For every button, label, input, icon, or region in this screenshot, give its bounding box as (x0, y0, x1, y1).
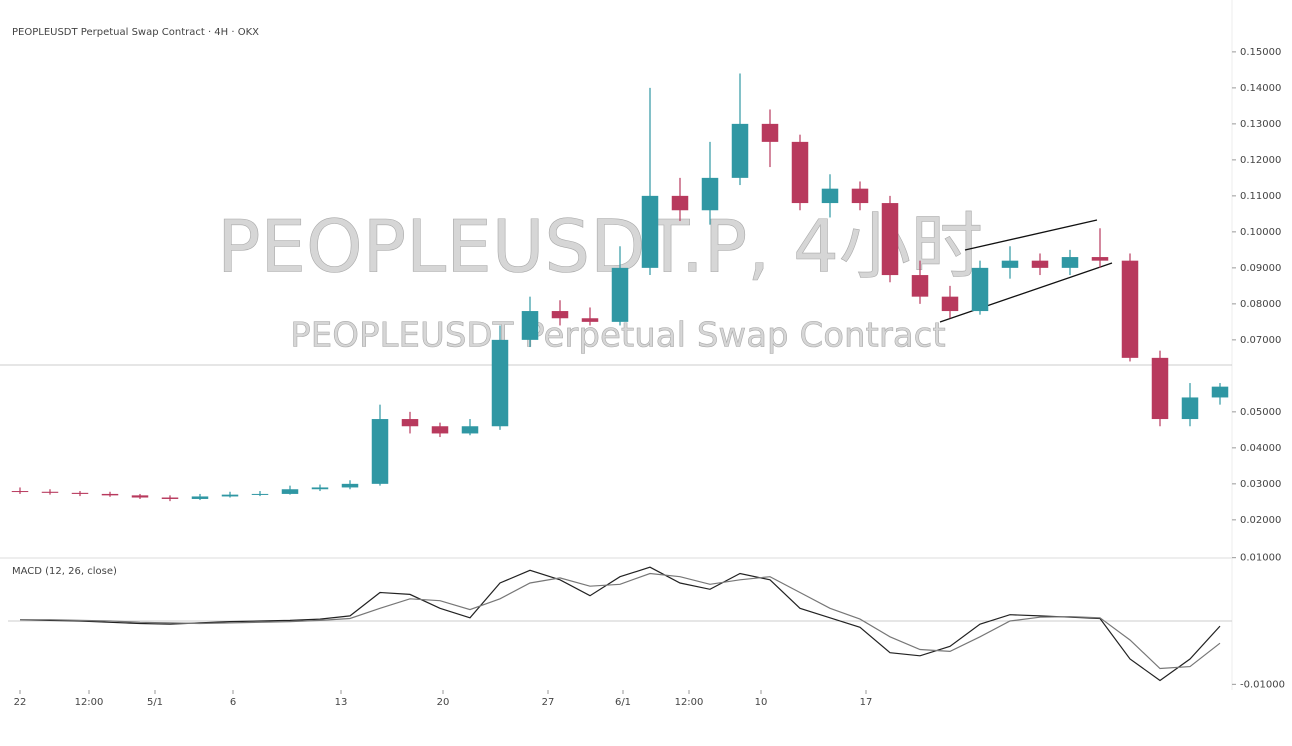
y-tick-label: 0.04000 (1240, 443, 1281, 454)
macd-line (19, 566, 1221, 682)
trend-line (964, 219, 1098, 251)
y-tick-label: 0.14000 (1240, 83, 1281, 94)
candle-body (11, 491, 29, 493)
trend-line (939, 262, 1113, 323)
candle-body (941, 296, 959, 312)
watermark-subtitle: PEOPLEUSDT Perpetual Swap Contract (290, 316, 945, 356)
candle-body (71, 492, 89, 494)
candle-body (221, 494, 239, 497)
y-tick-label: 0.13000 (1240, 119, 1281, 130)
y-tick-label: 0.03000 (1240, 479, 1281, 490)
candle-body (101, 493, 119, 496)
candle-body (761, 123, 779, 142)
candle-body (281, 489, 299, 494)
candle-body (611, 267, 629, 322)
candle-body (791, 141, 809, 204)
candle-body (461, 426, 479, 434)
candle-body (1151, 357, 1169, 420)
x-tick-label: 6 (230, 697, 236, 708)
x-tick-label: 10 (755, 697, 768, 708)
macd-line (20, 572, 1221, 670)
header: PEOPLEUSDT Perpetual Swap Contract · 4H … (12, 27, 259, 38)
candle-body (161, 497, 179, 499)
candle-body (191, 496, 209, 499)
x-tick-label: 6/1 (615, 697, 631, 708)
candle-body (41, 491, 59, 493)
candle-body (131, 495, 149, 498)
candle-body (1031, 260, 1049, 268)
y-tick-label: 0.15000 (1240, 47, 1281, 58)
candle-body (881, 203, 899, 276)
y-tick-label: 0.09000 (1240, 263, 1281, 274)
x-tick-label: 12:00 (75, 697, 104, 708)
candle-body (971, 267, 989, 312)
macd-title: MACD (12, 26, close) (12, 566, 117, 577)
x-tick-label: 13 (335, 697, 348, 708)
x-tick-label: 5/1 (147, 697, 163, 708)
candle-body (821, 188, 839, 204)
candle-body (851, 188, 869, 204)
candle-body (371, 419, 389, 484)
y-tick-label: 0.12000 (1240, 155, 1281, 166)
candle-body (701, 177, 719, 211)
candle-body (641, 195, 659, 268)
candle-body (551, 311, 569, 319)
candle-body (1211, 386, 1229, 398)
y-tick-label: 0.05000 (1240, 407, 1281, 418)
watermark: PEOPLEUSDT.P, 4小时 (217, 205, 983, 289)
candle-body (731, 123, 749, 178)
y-tick-label: 0.02000 (1240, 515, 1281, 526)
y-tick-label: 0.07000 (1240, 335, 1281, 346)
x-tick-label: 27 (542, 697, 555, 708)
x-tick-label: 12:00 (675, 697, 704, 708)
candle-body (671, 195, 689, 211)
x-tick-label: 22 (14, 697, 27, 708)
x-tick-label: 20 (437, 697, 450, 708)
candle-body (311, 487, 329, 490)
candle-body (521, 311, 539, 340)
y-tick-label: 0.11000 (1240, 191, 1281, 202)
y-tick-label: 0.08000 (1240, 299, 1281, 310)
x-tick-label: 17 (860, 697, 873, 708)
candle-body (1001, 260, 1019, 268)
candle-body (581, 318, 599, 322)
candle-body (1181, 397, 1199, 420)
candle-body (1121, 260, 1139, 358)
y-tick-label: 0.01000 (1240, 553, 1281, 564)
candle-body (341, 483, 359, 488)
candle-body (1061, 257, 1079, 268)
candle-body (1091, 257, 1109, 261)
y-tick-label: -0.01000 (1240, 679, 1285, 690)
candle-body (911, 275, 929, 297)
y-tick-label: 0.10000 (1240, 227, 1281, 238)
candle-body (251, 493, 269, 495)
candle-body (401, 419, 419, 427)
candle-body (491, 339, 509, 427)
candle-body (431, 426, 449, 434)
